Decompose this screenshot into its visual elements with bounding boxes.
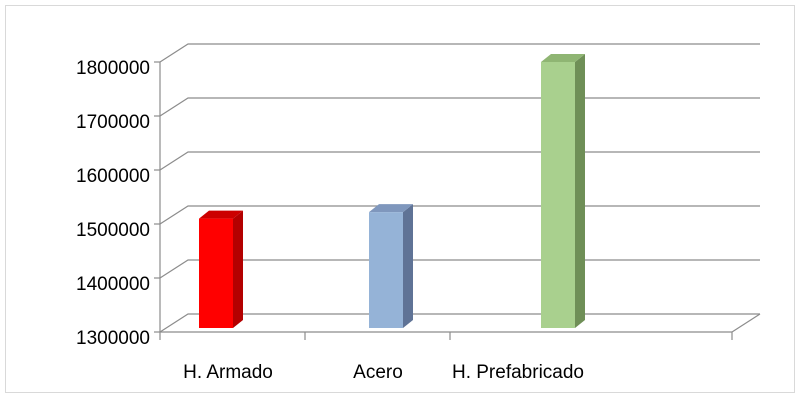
gridline bbox=[159, 151, 760, 171]
x-category-label: Acero bbox=[353, 362, 403, 383]
y-tick-label: 1500000 bbox=[76, 220, 150, 241]
gridline bbox=[159, 259, 760, 279]
bar bbox=[199, 218, 233, 328]
bar bbox=[541, 62, 575, 328]
y-tick-label: 1700000 bbox=[76, 112, 150, 133]
bar-top-face bbox=[199, 210, 243, 219]
gridline bbox=[159, 205, 760, 225]
labels-layer: 1300000 1400000 1500000 1600000 1700000 … bbox=[76, 58, 584, 383]
gridline bbox=[159, 97, 760, 117]
bar bbox=[369, 212, 403, 328]
bar-top-face bbox=[369, 204, 413, 213]
bar-side-face bbox=[403, 204, 413, 328]
gridline bbox=[159, 43, 760, 63]
gridline bbox=[159, 313, 760, 333]
y-tick-label: 1400000 bbox=[76, 274, 150, 295]
bar-side-face bbox=[233, 210, 243, 328]
floor-right-edge bbox=[731, 313, 761, 333]
bar-side-face bbox=[575, 54, 585, 328]
grid-layer bbox=[154, 43, 761, 340]
bar-top-face bbox=[541, 54, 585, 62]
y-tick-label: 1800000 bbox=[76, 58, 150, 79]
y-tick-label: 1600000 bbox=[76, 166, 150, 187]
x-category-label: H. Prefabricado bbox=[452, 362, 584, 383]
x-category-label: H. Armado bbox=[183, 362, 273, 383]
y-tick-label: 1300000 bbox=[76, 328, 150, 349]
chart-frame bbox=[5, 5, 795, 393]
bars-layer bbox=[199, 54, 585, 328]
